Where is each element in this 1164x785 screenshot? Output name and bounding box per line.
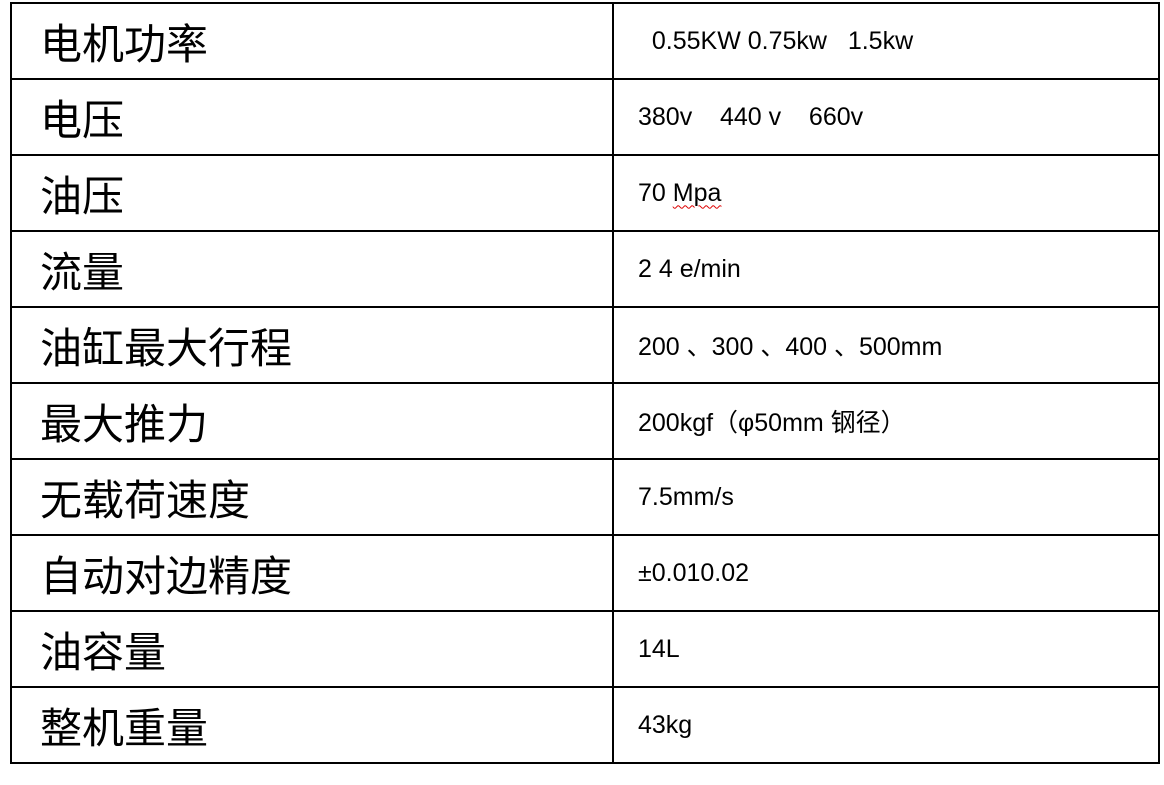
spec-label: 油缸最大行程 [10,306,614,384]
spec-value: ±0.010.02 [612,534,1160,612]
spec-label: 最大推力 [10,382,614,460]
table-row: 无载荷速度 7.5mm/s [10,458,1160,536]
spec-value-number: 70 [638,178,673,207]
table-row: 自动对边精度 ±0.010.02 [10,534,1160,612]
table-row: 油缸最大行程 200 、300 、400 、500mm [10,306,1160,384]
spec-label: 电机功率 [10,2,614,80]
spec-value: 14L [612,610,1160,688]
spec-value: 200 、300 、400 、500mm [612,306,1160,384]
spec-label: 电压 [10,78,614,156]
spec-value: 7.5mm/s [612,458,1160,536]
spec-table: 电机功率 0.55KW 0.75kw 1.5kw 电压 380v 440 v 66… [10,2,1160,764]
spec-label: 油容量 [10,610,614,688]
spec-value: 70 Mpa [612,154,1160,232]
spec-label: 油压 [10,154,614,232]
table-row: 电机功率 0.55KW 0.75kw 1.5kw [10,2,1160,80]
spellcheck-underlined-unit: Mpa [672,178,722,207]
spec-value: 0.55KW 0.75kw 1.5kw [612,2,1160,80]
spec-label: 自动对边精度 [10,534,614,612]
spec-label: 整机重量 [10,686,614,764]
table-row: 最大推力 200kgf（φ50mm 钢径） [10,382,1160,460]
spec-value: 200kgf（φ50mm 钢径） [612,382,1160,460]
spec-label: 无载荷速度 [10,458,614,536]
table-row: 油容量 14L [10,610,1160,688]
table-row: 油压 70 Mpa [10,154,1160,232]
spec-value: 43kg [612,686,1160,764]
table-row: 整机重量 43kg [10,686,1160,764]
table-row: 电压 380v 440 v 660v [10,78,1160,156]
spec-value: 2 4 e/min [612,230,1160,308]
spec-value: 380v 440 v 660v [612,78,1160,156]
table-row: 流量 2 4 e/min [10,230,1160,308]
spec-label: 流量 [10,230,614,308]
